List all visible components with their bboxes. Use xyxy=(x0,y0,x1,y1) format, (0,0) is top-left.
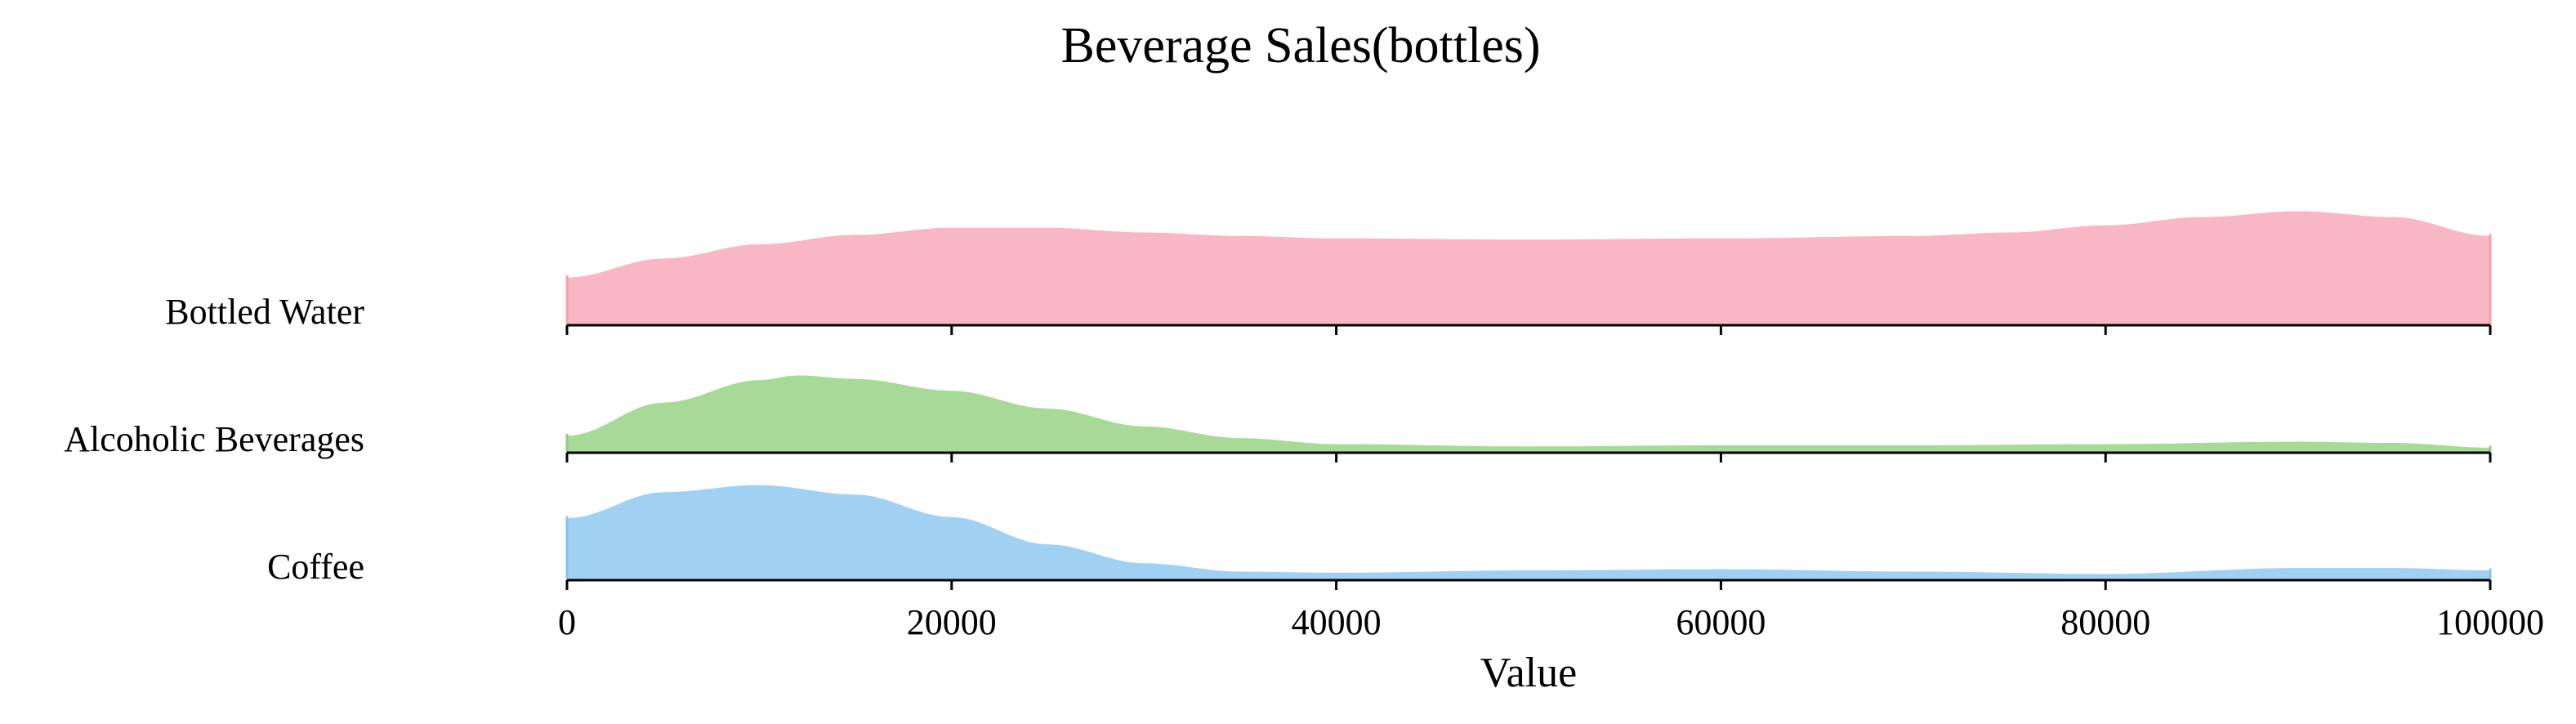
x-tick-label: 20000 xyxy=(907,602,997,642)
ridge-area-coffee xyxy=(567,483,2490,580)
row-label-coffee: Coffee xyxy=(267,547,364,587)
chart-title: Beverage Sales(bottles) xyxy=(1060,18,1540,74)
ridge-outline-bottled-water xyxy=(566,207,2491,278)
x-tick-label: 80000 xyxy=(2060,602,2150,642)
row-label-bottled-water: Bottled Water xyxy=(165,292,364,332)
ridge-outline-alcoholic-beverages xyxy=(566,371,2491,448)
x-axis-label: Value xyxy=(1480,650,1577,696)
ridge-area-bottled-water xyxy=(567,208,2490,325)
ridges-layer: Coffee Alcoholic Beverages Bottled Water xyxy=(64,207,2492,590)
x-tick-label: 0 xyxy=(558,602,576,642)
row-label-alcoholic-beverages: Alcoholic Beverages xyxy=(64,419,364,459)
x-tick-label: 100000 xyxy=(2436,602,2544,642)
x-tick-label: 40000 xyxy=(1292,602,1382,642)
x-axis: 0 20000 40000 60000 80000 100000 xyxy=(558,602,2544,642)
x-tick-label: 60000 xyxy=(1676,602,1766,642)
ridge-area-alcoholic-beverages xyxy=(567,373,2490,453)
ridge-outline-coffee xyxy=(566,480,2491,574)
